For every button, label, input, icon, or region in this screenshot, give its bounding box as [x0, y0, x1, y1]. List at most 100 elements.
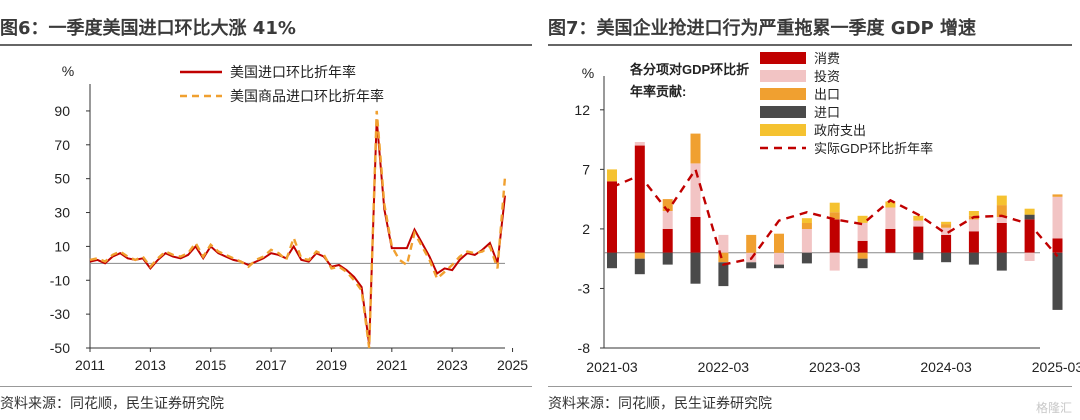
y-tick-label: 2 [582, 221, 590, 237]
bar-segment [634, 252, 645, 259]
annotation-label: 各分项对GDP环比折年率贡献: [629, 62, 749, 99]
bar-segment [857, 258, 868, 269]
bar-segment [1052, 252, 1063, 310]
chart-title: 图6：一季度美国进口环比大涨 41% [0, 18, 296, 39]
bar-segment [913, 226, 924, 253]
title-divider [548, 44, 1072, 46]
y-tick-label: 70 [54, 137, 70, 153]
bar-segment [829, 219, 840, 253]
bar-segment [941, 234, 952, 253]
bar-segment [774, 233, 784, 253]
series-line-2 [89, 110, 507, 349]
bar-segment [1052, 194, 1063, 197]
chart-title: 图7：美国企业抢进口行为严重拖累一季度 GDP 增速 [548, 18, 976, 39]
bar-segment [1052, 196, 1063, 239]
bar-segment [829, 212, 840, 220]
bar-segment [774, 264, 784, 269]
x-tick-label: 2023-03 [809, 359, 861, 375]
legend-label: 美国商品进口环比折年率 [230, 88, 384, 104]
y-unit-label: % [582, 65, 594, 81]
bar-segment [634, 142, 645, 146]
bar-segment [941, 221, 952, 225]
bar-segment [801, 252, 812, 264]
bar-segment [662, 228, 673, 253]
bar-segment [634, 258, 645, 275]
bar-segment [996, 195, 1007, 206]
x-tick-label: 2025-03 [1032, 359, 1080, 375]
bar-segment [968, 211, 979, 216]
bar-segment [801, 218, 812, 223]
bar-segment [746, 234, 757, 253]
bar-segment [690, 217, 701, 253]
y-tick-label: 50 [54, 171, 70, 187]
bar-segment [718, 234, 729, 253]
bar-segment [607, 181, 617, 253]
bar-segment [968, 231, 979, 253]
right-chart-panel: 图7：美国企业抢进口行为严重拖累一季度 GDP 增速 % 12 7 2 -3 -8 2021… [548, 0, 1080, 420]
bar-segment [885, 207, 896, 229]
legend-label: 投资 [814, 69, 840, 84]
bar-segment [1024, 208, 1035, 215]
y-tick-label: -30 [50, 306, 70, 322]
bar-segment [996, 205, 1007, 217]
bar-segment [996, 223, 1007, 253]
bar-segment [829, 202, 840, 213]
bar-segment [634, 145, 645, 253]
bar-segment [857, 223, 868, 241]
source-note: 资料来源：同花顺，民生证券研究院 [0, 396, 224, 412]
bar-segment [774, 252, 784, 265]
bar-segment [690, 163, 701, 217]
legend-swatch [760, 52, 806, 64]
bar-segment [829, 252, 840, 271]
x-tick-label: 2017 [256, 357, 287, 373]
bar-segment [941, 227, 952, 235]
y-tick-label: -10 [50, 272, 70, 288]
legend-label: 进口 [814, 105, 840, 120]
y-tick-label: 12 [574, 102, 590, 118]
legend-label: 实际GDP环比折年率 [814, 141, 933, 156]
gdp-contribution-chart: % 12 7 2 -3 -8 2021-03 2022-03 2023-03 2024-03 202… [574, 51, 1080, 375]
x-tick-label: 2024-03 [920, 359, 972, 375]
legend-swatch [760, 88, 806, 100]
bar-segment [1052, 238, 1063, 253]
bar-segment [857, 240, 868, 253]
bar-segment [913, 220, 924, 227]
y-tick-label: 10 [54, 238, 70, 254]
legend-label: 出口 [814, 87, 840, 102]
y-tick-label: -8 [578, 340, 591, 356]
x-tick-label: 2021 [376, 357, 407, 373]
bar-segment [996, 252, 1007, 271]
bar-segment [1024, 214, 1035, 220]
bar-segment [746, 262, 757, 269]
bar-segment [662, 199, 673, 211]
bar-segment [941, 224, 952, 228]
left-chart-panel: 图6：一季度美国进口环比大涨 41% % 90 70 50 30 10 -10 -30 -50 2… [0, 18, 532, 412]
y-tick-label: -3 [578, 280, 591, 296]
legend-swatch [760, 124, 806, 136]
title-divider [0, 44, 532, 46]
watermark-logo: 格隆汇 [1035, 401, 1072, 415]
x-tick-label: 2023 [437, 357, 468, 373]
bar-segment [690, 252, 701, 284]
bar-segment [857, 252, 868, 259]
bar-segment [885, 228, 896, 253]
legend-label: 消费 [814, 51, 840, 66]
bar-segment [885, 201, 896, 208]
legend-label: 政府支出 [814, 123, 866, 138]
bar-segment [1024, 252, 1035, 261]
x-tick-label: 2011 [75, 357, 105, 373]
bar-segment [968, 252, 979, 265]
bar-segment [913, 215, 924, 221]
bar-segment [941, 252, 952, 263]
bar-segment [857, 215, 868, 223]
x-tick-label: 2015 [195, 357, 226, 373]
bar-segment [913, 252, 924, 260]
bar-segment [607, 252, 617, 269]
legend-label: 美国进口环比折年率 [230, 64, 356, 80]
x-tick-label: 2025 [497, 357, 528, 373]
x-tick-label: 2022-03 [698, 359, 750, 375]
y-tick-label: -50 [50, 340, 70, 356]
x-tick-label: 2013 [135, 357, 166, 373]
bar-segment [996, 217, 1007, 223]
x-tick-label: 2019 [316, 357, 347, 373]
